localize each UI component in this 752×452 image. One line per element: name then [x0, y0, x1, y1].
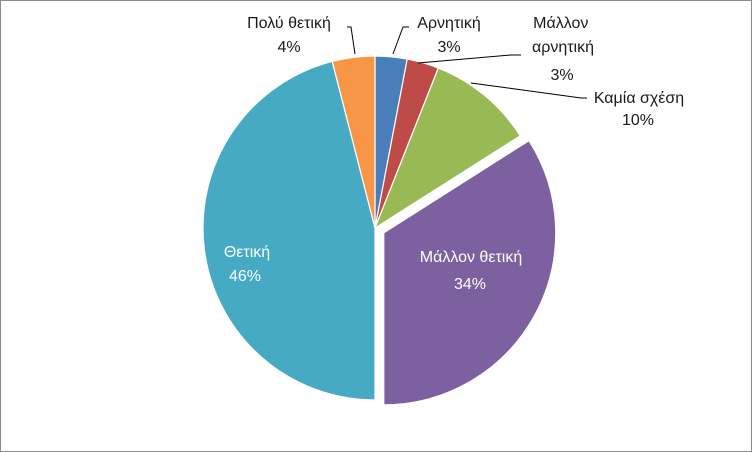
slice-label-mallon-arnitiki-line1: Μάλλον [533, 15, 588, 32]
pie-slice-thetiki [202, 60, 376, 401]
pie-slice-poly-thetiki [331, 55, 376, 229]
leader-line-poly-thetiki [347, 26, 356, 55]
slice-value-mallon-arnitiki: 3% [550, 67, 573, 84]
slice-value-kamia-schesi: 10% [622, 112, 654, 129]
slice-label-mallon-arnitiki: Μάλλον αρνητική [532, 15, 594, 56]
slice-value-mallon-thetiki: 34% [454, 276, 486, 293]
slice-value-thetiki: 46% [229, 268, 261, 285]
slice-value-arnitiki: 3% [437, 39, 460, 56]
slice-label-thetiki: Θετική [224, 244, 270, 261]
leader-line-kamia-schesi [470, 82, 587, 99]
slice-label-arnitiki: Αρνητική [417, 15, 480, 32]
pie-slices [202, 55, 557, 406]
pie-slice-kamia-schesi [373, 67, 522, 230]
slice-label-mallon-arnitiki-line2: αρνητική [532, 39, 594, 56]
slice-label-mallon-thetiki: Μάλλον θετική [420, 249, 522, 266]
pie-slice-mallon-thetiki [383, 139, 557, 406]
slice-label-kamia-schesi: Καμία σχέση [594, 90, 684, 107]
leader-lines [347, 26, 587, 99]
slice-value-poly-thetiki: 4% [277, 39, 300, 56]
leader-line-mallon-arnitiki [417, 54, 521, 64]
slice-label-poly-thetiki: Πολύ θετική [247, 15, 331, 32]
leader-line-arnitiki [392, 26, 409, 55]
